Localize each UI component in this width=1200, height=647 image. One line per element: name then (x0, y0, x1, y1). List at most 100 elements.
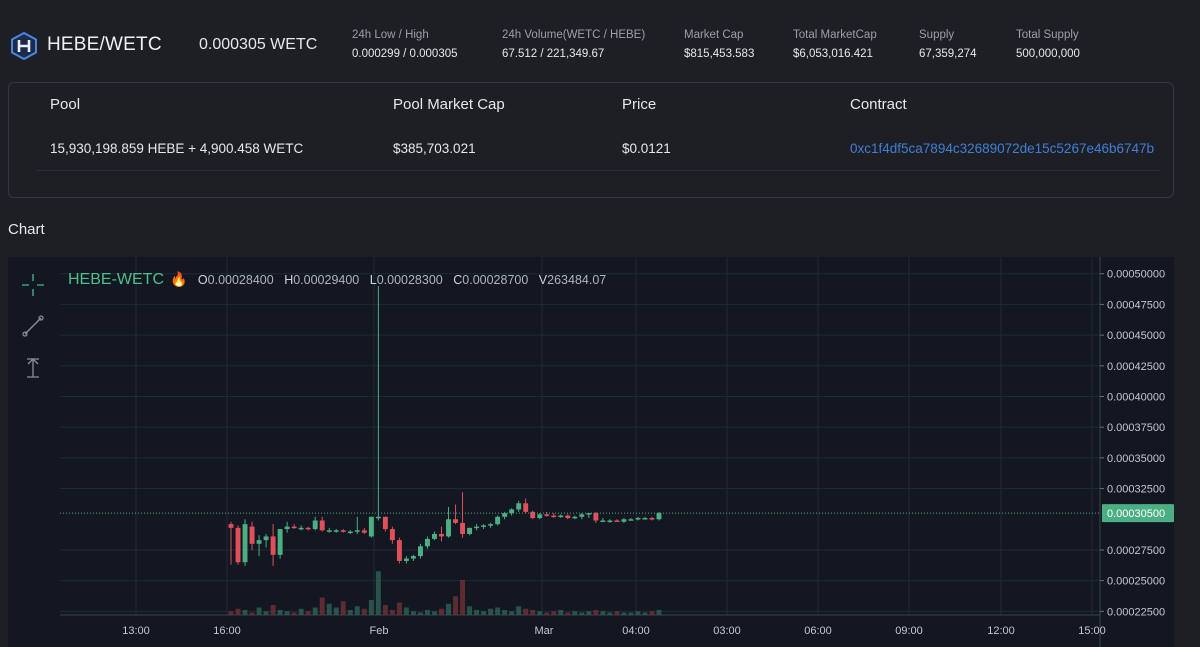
candle-body (509, 509, 515, 514)
volume-bar (579, 612, 585, 615)
stat-supply: Supply 67,359,274 (919, 29, 977, 60)
time-axis-label: Feb (370, 625, 389, 637)
volume-label: V (538, 273, 548, 287)
chart-symbol: HEBE-WETC (68, 271, 164, 288)
contract-address-link[interactable]: 0xc1f4df5ca7894c32689072de15c5267e46b674… (850, 141, 1155, 156)
price-header: Price (622, 96, 657, 113)
candle-body (284, 526, 290, 530)
volume-bar (551, 611, 557, 615)
volume-bar (467, 606, 473, 615)
volume-bar (607, 612, 613, 615)
volume-bar (277, 610, 283, 615)
candle-body (481, 525, 487, 527)
time-axis-label: 09:00 (895, 625, 923, 637)
volume-value: 263484.07 (547, 273, 607, 287)
volume-bar (228, 611, 234, 615)
volume-bar (326, 603, 332, 615)
volume-bar (586, 611, 592, 615)
volume-bar (649, 611, 655, 615)
volume-bar (382, 605, 388, 615)
measure-icon[interactable] (20, 355, 46, 381)
candle-body (277, 529, 283, 555)
candle-body (474, 526, 480, 529)
pool-info-card (8, 82, 1174, 198)
candle-body (242, 524, 248, 563)
stat-value: 0.000299 / 0.000305 (352, 48, 458, 60)
candle-body (368, 516, 374, 537)
volume-bar (347, 610, 353, 615)
candle-body (312, 520, 318, 530)
candle-body (544, 514, 550, 516)
candle-body (572, 516, 578, 519)
open-value: 0.00028400 (207, 273, 274, 287)
price-axis-label: 0.00045000 (1107, 330, 1165, 342)
candle-body (649, 518, 655, 520)
candle-body (403, 558, 409, 561)
trend-line-icon[interactable] (20, 313, 46, 339)
volume-bar (488, 608, 494, 615)
pool-market-cap-value: $385,703.021 (393, 141, 476, 156)
candle-body (621, 519, 627, 522)
time-axis-label: 06:00 (804, 625, 832, 637)
candle-body (551, 515, 557, 518)
volume-bar (354, 606, 360, 615)
price-axis-label: 0.00047500 (1107, 299, 1165, 311)
time-axis-label: 04:00 (622, 625, 650, 637)
time-axis-label: 13:00 (122, 625, 150, 637)
candle-body (488, 524, 494, 526)
pool-market-cap-header: Pool Market Cap (393, 96, 505, 113)
price-axis-label: 0.00027500 (1107, 545, 1165, 557)
stat-total-market-cap: Total MarketCap $6,053,016.421 (793, 29, 877, 60)
volume-bar (396, 602, 402, 615)
volume-bar (340, 601, 346, 615)
volume-bar (474, 610, 480, 615)
candle-body (453, 519, 458, 523)
last-price-label: 0.00030500 (1107, 508, 1165, 520)
candle-body (432, 533, 437, 539)
fire-icon: 🔥 (170, 271, 188, 287)
price-axis-label: 0.00035000 (1107, 453, 1165, 465)
pool-header: Pool (50, 96, 81, 113)
candlestick-chart[interactable]: 0.00030500 0.00050000 0.00047500 0.00045000… (8, 257, 1174, 647)
volume-bar (403, 607, 409, 615)
open-label: O (197, 273, 208, 287)
stat-low-high: 24h Low / High 0.000299 / 0.000305 (352, 29, 458, 60)
candle-body (635, 518, 641, 520)
pair-title: HEBE/WETC (47, 34, 162, 55)
candle-body (417, 546, 423, 557)
candle-body (537, 514, 543, 519)
volume-bar (635, 611, 641, 615)
stat-value: $6,053,016.421 (793, 48, 873, 60)
volume-bar (502, 610, 508, 615)
stat-label: 24h Low / High (352, 29, 429, 41)
candle-body (628, 519, 634, 521)
volume-bar (481, 611, 487, 615)
candle-body (326, 530, 332, 532)
volume-bar (600, 611, 606, 615)
stat-label: 24h Volume(WETC / HEBE) (502, 29, 646, 41)
close-value: 0.00028700 (462, 273, 529, 287)
chart-section-title: Chart (8, 221, 45, 238)
stat-value: $815,453.583 (684, 48, 755, 60)
volume-bar (530, 610, 536, 615)
stat-total-supply: Total Supply 500,000,000 (1016, 29, 1080, 60)
volume-bar (453, 596, 458, 615)
candle-body (593, 513, 599, 521)
low-value: 0.00028300 (376, 273, 443, 287)
volume-bar (432, 611, 437, 615)
time-axis-label: 12:00 (987, 625, 1015, 637)
volume-bar (446, 603, 451, 615)
volume-bar (333, 607, 339, 615)
price-axis-label: 0.00037500 (1107, 422, 1165, 434)
volume-bar (235, 608, 241, 615)
candle-body (656, 513, 662, 520)
volume-bar (270, 605, 276, 615)
candle-body (614, 520, 620, 522)
chart-legend: HEBE-WETC 🔥 O0.00028400 H0.00029400 L0.00… (68, 271, 606, 289)
time-axis-label: 03:00 (713, 625, 741, 637)
candle-body (340, 530, 346, 532)
volume-bar (439, 608, 444, 615)
crosshair-icon[interactable] (20, 272, 46, 298)
candle-body (375, 516, 381, 519)
volume-bar (544, 612, 550, 615)
